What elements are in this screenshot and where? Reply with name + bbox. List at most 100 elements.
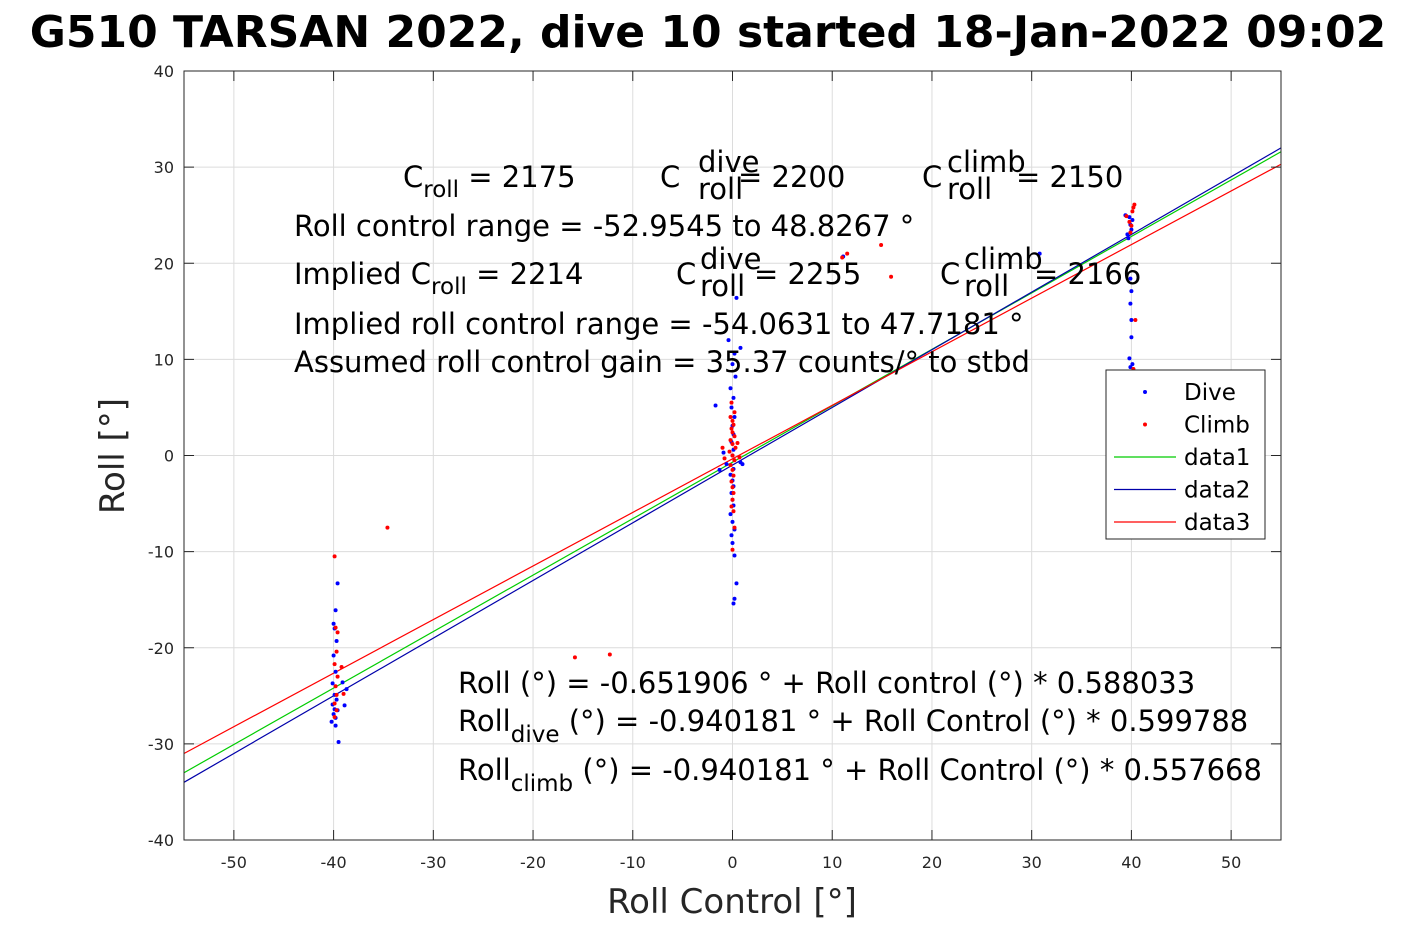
climb-point [889, 274, 894, 279]
implied-dive-sub: roll [700, 269, 745, 303]
climb-point [735, 441, 740, 446]
dive-point [333, 669, 338, 674]
dive-point [728, 386, 733, 391]
x-tick-label: -20 [520, 853, 546, 872]
climb-point [332, 554, 337, 559]
climb-point [341, 691, 346, 696]
climb-point [1129, 223, 1134, 228]
dive-point [1037, 251, 1042, 256]
climb-point [728, 438, 733, 443]
c-roll-eq: = 2175 [459, 160, 576, 194]
climb-point [729, 504, 734, 509]
climb-point [732, 525, 737, 530]
y-tick-label: 20 [154, 254, 174, 273]
implied-climb-eq: = 2166 [1034, 257, 1141, 291]
dive-point [1125, 232, 1130, 237]
dive-point [335, 581, 340, 586]
chart-title: G510 TARSAN 2022, dive 10 started 18-Jan… [30, 7, 1386, 58]
climb-point [333, 625, 338, 630]
x-tick-label: -40 [321, 853, 347, 872]
legend-box [1105, 369, 1266, 540]
dive-point [732, 415, 737, 420]
dive-point [1128, 365, 1133, 370]
dive-point [738, 345, 743, 350]
dive-point [329, 719, 334, 724]
implied-lead: Implied C [294, 257, 431, 291]
fit-dive-sub: dive [511, 722, 560, 748]
y-tick-label: 0 [164, 447, 174, 466]
climb-point [607, 652, 612, 657]
climb-point [1124, 214, 1129, 219]
svg-text:Rolldive (°) = -0.940181 ° + R: Rolldive (°) = -0.940181 ° + Roll Contro… [458, 704, 1248, 748]
climb-point [728, 463, 733, 468]
dive-point [1130, 362, 1135, 367]
y-tick-label: -20 [148, 639, 174, 658]
y-tick-label: 40 [154, 62, 174, 81]
climb-point [731, 422, 736, 427]
fit-climb-sub: climb [511, 771, 573, 797]
climb-point [332, 662, 337, 667]
climb-point [730, 497, 735, 502]
dive-point [336, 739, 341, 744]
dive-point [342, 703, 347, 708]
dive-point [728, 512, 733, 517]
climb-point [1128, 230, 1133, 235]
climb-point [731, 509, 736, 514]
x-tick-label: -50 [221, 853, 247, 872]
c-dive-eq: = 2200 [738, 160, 845, 194]
dive-point [717, 467, 722, 472]
climb-point [334, 649, 339, 654]
y-tick-label: 10 [154, 350, 174, 369]
climb-point [879, 242, 884, 247]
dive-point [726, 338, 731, 343]
y-tick-label: -30 [148, 735, 174, 754]
climb-point [335, 630, 340, 635]
climb-point [334, 708, 339, 713]
climb-point [840, 255, 845, 260]
climb-point [1130, 209, 1135, 214]
dive-point [334, 639, 339, 644]
fit-equation-climb: Rollclimb (°) = -0.940181 ° + Roll Contr… [458, 753, 1262, 797]
climb-point [385, 525, 390, 530]
implied-sub: roll [431, 274, 467, 300]
svg-text:Implied Croll = 2214: Implied Croll = 2214 [294, 257, 583, 300]
dive-point [732, 553, 737, 558]
x-tick-label: -10 [620, 853, 646, 872]
dive-point [340, 680, 345, 685]
climb-point [333, 684, 338, 689]
axis-ticks: -50 -40 -30 -20 -10 0 10 20 30 40 50 -40 -30 -20 -10 0 1… [148, 62, 1281, 872]
climb-point [332, 714, 337, 719]
climb-point [730, 547, 735, 552]
climb-point [1131, 205, 1136, 210]
x-tick-label: 10 [822, 853, 842, 872]
dive-point [331, 653, 336, 658]
legend-label: Climb [1184, 413, 1250, 439]
climb-point [730, 453, 735, 458]
climb-point [334, 692, 339, 697]
dive-point [733, 374, 738, 379]
x-tick-label: 40 [1121, 853, 1141, 872]
dive-point [734, 581, 739, 586]
dive-point [729, 533, 734, 538]
climb-point [730, 485, 735, 490]
climb-point [335, 674, 340, 679]
implied-eq: = 2214 [467, 257, 584, 291]
climb-point [729, 479, 734, 484]
climb-point [729, 426, 734, 431]
dive-point [721, 450, 726, 455]
dive-point [1129, 335, 1134, 340]
annotation-implied-c-roll: Implied Croll = 2214 [294, 257, 583, 300]
y-tick-label: 30 [154, 158, 174, 177]
climb-point [720, 445, 725, 450]
y-axis-label: Roll [°] [93, 398, 133, 514]
fit-equation-dive: Rolldive (°) = -0.940181 ° + Roll Contro… [458, 704, 1248, 748]
fit-climb-rest: (°) = -0.940181 ° + Roll Control (°) * 0… [573, 753, 1262, 787]
y-tick-label: -40 [148, 831, 174, 850]
fit-dive-rest: (°) = -0.940181 ° + Roll Control (°) * 0… [559, 704, 1248, 738]
fit-climb-base: Roll [458, 753, 511, 787]
climb-point [733, 445, 738, 450]
c-roll-sub: roll [423, 177, 459, 203]
legend-marker-climb [1143, 422, 1147, 427]
x-tick-label: -30 [420, 853, 446, 872]
